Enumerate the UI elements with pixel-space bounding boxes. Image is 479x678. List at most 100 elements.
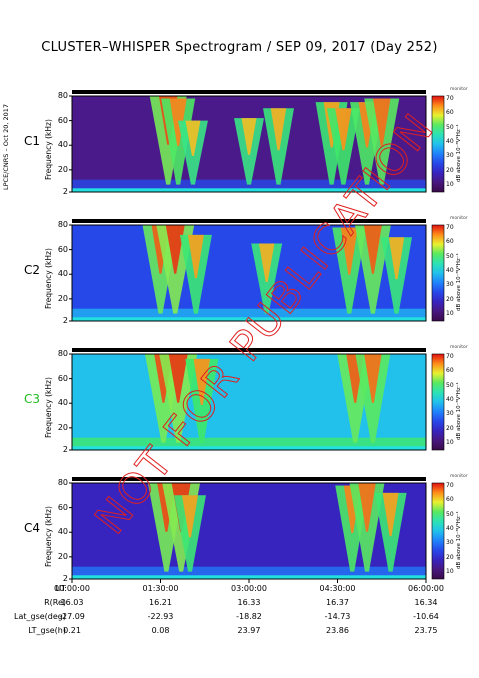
emission-burst-core [373, 98, 391, 146]
emission-burst-core [169, 98, 187, 146]
orbit-row-label: R(Re) [44, 598, 66, 607]
y-tick-label: 80 [57, 91, 68, 100]
orbit-value: 23.86 [326, 626, 349, 635]
orbit-value: -14.73 [324, 612, 351, 621]
telemetry-bar [72, 90, 426, 94]
colorbar-top-label: monitor [450, 474, 468, 479]
y-tick-label: 20 [57, 164, 68, 174]
colorbar-label: dB above 10⁻⁸V²Hz⁻¹ [456, 124, 462, 182]
telemetry-bar [72, 348, 426, 352]
y-tick-label: 20 [57, 551, 68, 561]
orbit-value: 23.75 [414, 626, 438, 635]
emission-burst-core [165, 225, 185, 274]
orbit-value: 16.33 [237, 598, 261, 607]
panel-frame [71, 95, 427, 193]
panel-label-c4: C4 [24, 521, 41, 535]
panel-label-c1: C1 [24, 134, 41, 148]
orbit-row-label: LT_gse(h) [28, 626, 66, 635]
y-tick-label: 80 [57, 478, 68, 487]
colorbar-label: dB above 10⁻⁸V²Hz⁻¹ [456, 382, 462, 440]
colorbar-tick-label: 60 [446, 367, 454, 375]
telemetry-bar [72, 219, 426, 223]
emission-burst-core [270, 108, 287, 151]
telemetry-bar [72, 477, 426, 481]
y-axis-label: Frequency (kHz) [44, 506, 53, 567]
orbit-value: 16.03 [60, 598, 84, 607]
orbit-row-label: Lat_gse(deg) [14, 612, 66, 621]
orbit-value: 23.97 [237, 626, 261, 635]
emission-burst-core [187, 234, 204, 279]
colorbar-tick-label: 40 [446, 524, 454, 532]
plasma-line-band [72, 446, 426, 450]
colorbar-tick-label: 30 [446, 152, 454, 160]
panel-frame [71, 353, 427, 451]
colorbar-tick-label: 40 [446, 266, 454, 274]
orbit-value: 16.34 [414, 598, 438, 607]
plasma-line-band [72, 575, 426, 579]
emission-burst-core [335, 108, 352, 151]
colorbar-tick-label: 40 [446, 395, 454, 403]
orbit-value: -22.93 [147, 612, 174, 621]
y-tick-label: 2 [62, 445, 68, 454]
emission-burst-core [340, 227, 358, 275]
y-tick-label: 40 [57, 527, 68, 537]
colorbar-tick-label: 10 [446, 438, 454, 446]
orbit-value: 01:30:00 [142, 584, 179, 593]
y-tick-label: 40 [57, 140, 68, 150]
colorbar [431, 353, 445, 451]
orbit-row-label: UT [55, 584, 66, 593]
y-axis-label: Frequency (kHz) [44, 377, 53, 438]
colorbar-tick-label: 60 [446, 238, 454, 246]
colorbar-label: dB above 10⁻⁸V²Hz⁻¹ [456, 511, 462, 569]
colorbar-tick-label: 20 [446, 166, 454, 174]
y-axis-label: Frequency (kHz) [44, 119, 53, 180]
y-tick-label: 40 [57, 398, 68, 408]
orbit-value: 16.21 [149, 598, 172, 607]
colorbar-top-label: monitor [450, 87, 468, 92]
panel-c2 [69, 219, 445, 322]
colorbar-tick-label: 50 [446, 510, 454, 518]
colorbar-tick-label: 60 [446, 109, 454, 117]
orbit-value: 0.08 [151, 626, 170, 635]
plasma-line-band [72, 188, 426, 192]
colorbar-tick-label: 30 [446, 539, 454, 547]
colorbar-tick-label: 30 [446, 281, 454, 289]
colorbar-top-label: monitor [450, 345, 468, 350]
emission-burst-core [363, 225, 382, 274]
colorbar-label: dB above 10⁻⁸V²Hz⁻¹ [456, 253, 462, 311]
y-tick-label: 60 [57, 115, 68, 125]
orbit-value: 06:00:00 [408, 584, 444, 593]
y-tick-label: 20 [57, 293, 68, 303]
colorbar [431, 224, 445, 322]
colorbar-tick-label: 70 [446, 481, 454, 489]
y-tick-label: 60 [57, 244, 68, 254]
colorbar-tick-label: 30 [446, 410, 454, 418]
colorbar-tick-label: 70 [446, 94, 454, 102]
colorbar-tick-label: 10 [446, 180, 454, 188]
colorbar-tick-label: 50 [446, 381, 454, 389]
colorbar-tick-label: 10 [446, 309, 454, 317]
orbit-value: 16.37 [326, 598, 349, 607]
emission-burst-core [182, 495, 198, 538]
panel-frame [71, 224, 427, 322]
plasma-line-band [72, 317, 426, 321]
chart-title: CLUSTER–WHISPER Spectrogram / SEP 09, 20… [41, 40, 438, 55]
emission-burst-core [258, 243, 275, 283]
y-tick-label: 2 [62, 187, 68, 196]
colorbar-tick-label: 70 [446, 223, 454, 231]
orbit-value: 03:00:00 [231, 584, 267, 593]
colorbar [431, 95, 445, 193]
colorbar-tick-label: 20 [446, 553, 454, 561]
orbit-value: 04:30:00 [319, 584, 356, 593]
orbit-value: -18.82 [236, 612, 262, 621]
colorbar-tick-label: 10 [446, 567, 454, 575]
colorbar-tick-label: 50 [446, 123, 454, 131]
orbit-value: 0.21 [63, 626, 81, 635]
emission-burst-core [358, 483, 376, 532]
panel-c4 [69, 477, 445, 580]
colorbar-top-label: monitor [450, 216, 468, 221]
y-tick-label: 80 [57, 220, 68, 229]
orbit-value: -10.64 [413, 612, 439, 621]
emission-burst-core [364, 354, 382, 403]
